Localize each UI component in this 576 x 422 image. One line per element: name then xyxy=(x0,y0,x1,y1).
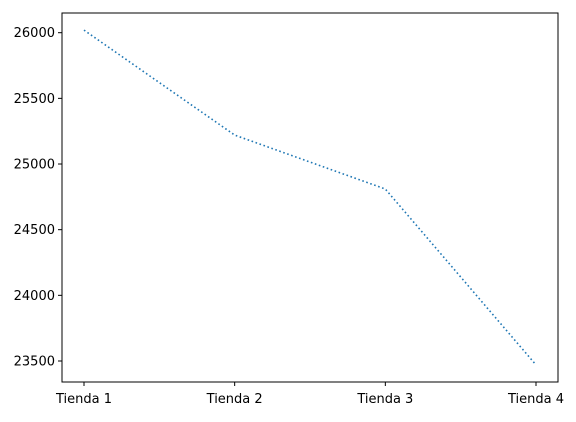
y-tick-label: 25500 xyxy=(14,92,55,107)
x-tick-label: Tienda 1 xyxy=(55,392,112,407)
y-axis: 23500 24000 24500 25000 25500 26000 xyxy=(14,26,62,369)
series-line-0 xyxy=(83,29,537,366)
x-axis: Tienda 1 Tienda 2 Tienda 3 Tienda 4 xyxy=(55,382,564,407)
y-tick-label: 23500 xyxy=(14,354,55,369)
x-tick-label: Tienda 3 xyxy=(356,392,413,407)
x-tick-label: Tienda 2 xyxy=(206,392,263,407)
y-tick-label: 24000 xyxy=(14,289,55,304)
y-tick-label: 25000 xyxy=(14,158,55,173)
y-tick-label: 26000 xyxy=(14,26,55,41)
x-tick-label: Tienda 4 xyxy=(507,392,564,407)
y-tick-label: 24500 xyxy=(14,223,55,238)
plot-frame xyxy=(61,12,559,383)
series-layer xyxy=(83,29,537,366)
